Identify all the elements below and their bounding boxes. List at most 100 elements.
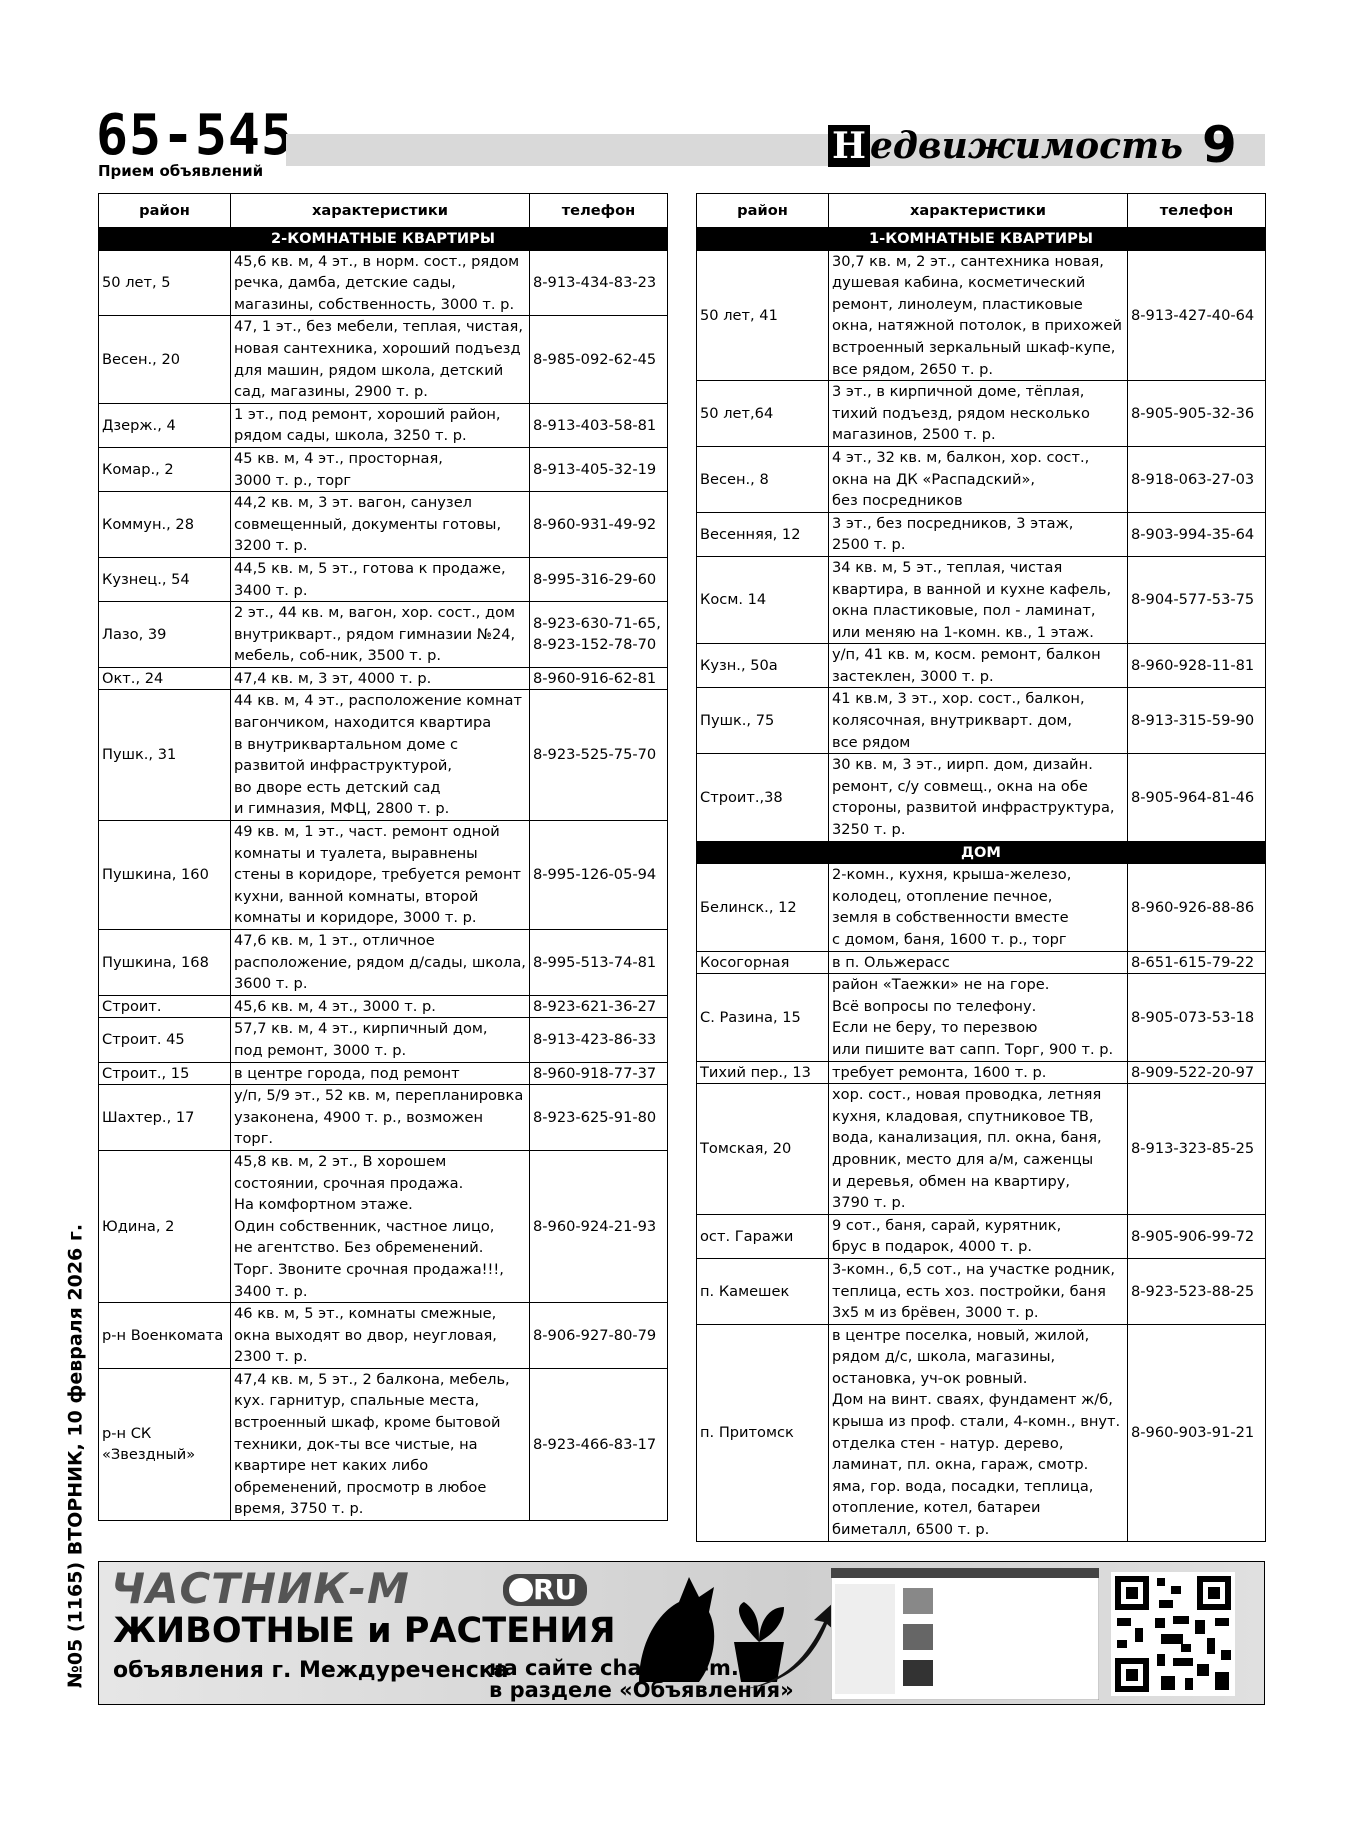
district: 50 лет, 41: [696, 249, 829, 382]
left-table: район характеристики телефон 2-КОМНАТНЫЕ КВ…: [98, 193, 668, 1522]
listing-row: Юдина, 2 45,8 кв. м, 2 эт., В хорошем сос…: [98, 1149, 668, 1304]
phone: 8-995-316-29-60: [529, 556, 668, 603]
district: п. Камешек: [696, 1257, 829, 1325]
description: у/п, 41 кв. м, косм. ремонт, балкон заст…: [828, 643, 1128, 689]
description: 30 кв. м, 3 эт., иирп. дом, дизайн. ремо…: [828, 753, 1128, 842]
district: Косогорная: [696, 950, 829, 975]
phone: 8-923-621-36-27: [529, 994, 668, 1019]
phone: 8-905-905-32-36: [1127, 380, 1266, 447]
listing-row: Кузнец., 54 44,5 кв. м, 5 эт., готова к п…: [98, 556, 668, 603]
phone: 8-905-073-53-18: [1127, 973, 1266, 1062]
district: Весен., 8: [696, 445, 829, 513]
description: 3 эт., без посредников, 3 этаж, 2500 т. …: [828, 511, 1128, 557]
screenshot-thumb: [903, 1588, 933, 1614]
issue-info: №05 (1165) ВТОРНИК, 10 февраля 2026 г.: [64, 1223, 87, 1689]
phone: 8-995-513-74-81: [529, 929, 668, 996]
phone: 8-913-434-83-23: [529, 249, 668, 317]
listing-row: 50 лет, 41 30,7 кв. м, 2 эт., сантехника …: [696, 249, 1266, 382]
listing-row: С. Разина, 15 район «Таежки» не на горе. …: [696, 973, 1266, 1062]
district: Юдина, 2: [98, 1149, 231, 1304]
description: 4 эт., 32 кв. м, балкон, хор. сост., окн…: [828, 445, 1128, 513]
header-bar: [286, 134, 1265, 166]
phone: 8-913-323-85-25: [1127, 1083, 1266, 1215]
banner-subline: объявления г. Междуреченска: [113, 1658, 509, 1683]
listing-row: Пушкина, 160 49 кв. м, 1 эт., част. ремон…: [98, 820, 668, 930]
listing-row: р-н Военкомата 46 кв. м, 5 эт., комнаты с…: [98, 1302, 668, 1369]
section-title: ДОМ: [696, 840, 1266, 865]
qr-pattern: [1115, 1576, 1231, 1692]
listing-row: п. Притомск в центре поселка, новый, жило…: [696, 1323, 1266, 1542]
district: п. Притомск: [696, 1323, 829, 1542]
phone: 8-903-994-35-64: [1127, 511, 1266, 557]
phone: 8-913-315-59-90: [1127, 687, 1266, 755]
phone: 8-904-577-53-75: [1127, 555, 1266, 645]
phone: 8-651-615-79-22: [1127, 950, 1266, 975]
listing-row: 50 лет,64 3 эт., в кирпичной доме, тёплая…: [696, 380, 1266, 447]
district: С. Разина, 15: [696, 973, 829, 1062]
phone: 8-913-427-40-64: [1127, 249, 1266, 382]
district: Белинск., 12: [696, 863, 829, 952]
description: 30,7 кв. м, 2 эт., сантехника новая, душ…: [828, 249, 1128, 382]
section-title: 2-КОМНАТНЫЕ КВАРТИРЫ: [98, 227, 668, 251]
district: Коммун., 28: [98, 491, 231, 558]
header-row: район характеристики телефон: [98, 193, 668, 228]
district: Строит. 45: [98, 1017, 231, 1063]
description: 47,4 кв. м, 3 эт, 4000 т. р.: [230, 666, 530, 691]
description: 9 сот., баня, сарай, курятник, брус в по…: [828, 1213, 1128, 1259]
listing-row: ост. Гаражи 9 сот., баня, сарай, курятник…: [696, 1213, 1266, 1259]
qr-code: [1111, 1572, 1235, 1696]
listing-row: Томская, 20 хор. сост., новая проводка, л…: [696, 1083, 1266, 1215]
phone: 8-960-931-49-92: [529, 491, 668, 558]
district: Лазо, 39: [98, 601, 231, 668]
listing-row: Тихий пер., 13 требует ремонта, 1600 т. р…: [696, 1060, 1266, 1085]
district: Строит., 15: [98, 1061, 231, 1086]
listing-row: Строит., 15 в центре города, под ремонт 8-…: [98, 1061, 668, 1086]
listing-row: р-н СК «Звездный» 47,4 кв. м, 5 эт., 2 ба…: [98, 1367, 668, 1522]
listing-row: Весенняя, 12 3 эт., без посредников, 3 эт…: [696, 511, 1266, 557]
district: Пушк., 31: [98, 689, 231, 822]
column-header: район: [696, 193, 829, 228]
description: 44,5 кв. м, 5 эт., готова к продаже, 340…: [230, 556, 530, 603]
description: 45 кв. м, 4 эт., просторная, 3000 т. р.,…: [230, 446, 530, 493]
district: Дзерж., 4: [98, 402, 231, 448]
description: 45,6 кв. м, 4 эт., в норм. сост., рядом …: [230, 249, 530, 317]
phone: 8-923-525-75-70: [529, 689, 668, 822]
district: р-н Военкомата: [98, 1302, 231, 1369]
pet-icon: [639, 1577, 715, 1682]
phone: 8-909-522-20-97: [1127, 1060, 1266, 1085]
listing-row: Косогорная в п. Ольжерасс 8-651-615-79-22: [696, 950, 1266, 975]
screenshot-thumb: [903, 1660, 933, 1686]
description: 46 кв. м, 5 эт., комнаты смежные, окна в…: [230, 1302, 530, 1369]
phone: 8-905-964-81-46: [1127, 753, 1266, 842]
page-number: 9: [1202, 116, 1237, 174]
listing-row: 50 лет, 5 45,6 кв. м, 4 эт., в норм. сост…: [98, 249, 668, 317]
listing-row: Строит. 45,6 кв. м, 4 эт., 3000 т. р. 8-92…: [98, 994, 668, 1019]
description: 34 кв. м, 5 эт., теплая, чистая квартира…: [828, 555, 1128, 645]
plant-leaves: [739, 1602, 784, 1642]
description: 49 кв. м, 1 эт., част. ремонт одной комн…: [230, 820, 530, 930]
right-table: район характеристики телефон 1-КОМНАТНЫЕ КВ…: [696, 193, 1266, 1542]
banner-brand: ЧАСТНИК-М: [111, 1564, 410, 1613]
district: Весенняя, 12: [696, 511, 829, 557]
district: Строит.: [98, 994, 231, 1019]
phone: 8-918-063-27-03: [1127, 445, 1266, 513]
phone: 8-913-405-32-19: [529, 446, 668, 493]
banner-section: в разделе «Объявления»: [489, 1678, 794, 1702]
description: 3 эт., в кирпичной доме, тёплая, тихий п…: [828, 380, 1128, 447]
listing-row: Строит.,38 30 кв. м, 3 эт., иирп. дом, ди…: [696, 753, 1266, 842]
district: Пушк., 75: [696, 687, 829, 755]
district: 50 лет, 5: [98, 249, 231, 317]
description: 3-комн., 6,5 сот., на участке родник, те…: [828, 1257, 1128, 1325]
description: 47, 1 эт., без мебели, теплая, чистая, н…: [230, 315, 530, 404]
description: в п. Ольжерасс: [828, 950, 1128, 975]
phone: 8-923-523-88-25: [1127, 1257, 1266, 1325]
description: хор. сост., новая проводка, летняя кухня…: [828, 1083, 1128, 1215]
description: 57,7 кв. м, 4 эт., кирпичный дом, под ре…: [230, 1017, 530, 1063]
description: 44,2 кв. м, 3 эт. вагон, санузел совмеще…: [230, 491, 530, 558]
district: Тихий пер., 13: [696, 1060, 829, 1085]
district: Кузнец., 54: [98, 556, 231, 603]
